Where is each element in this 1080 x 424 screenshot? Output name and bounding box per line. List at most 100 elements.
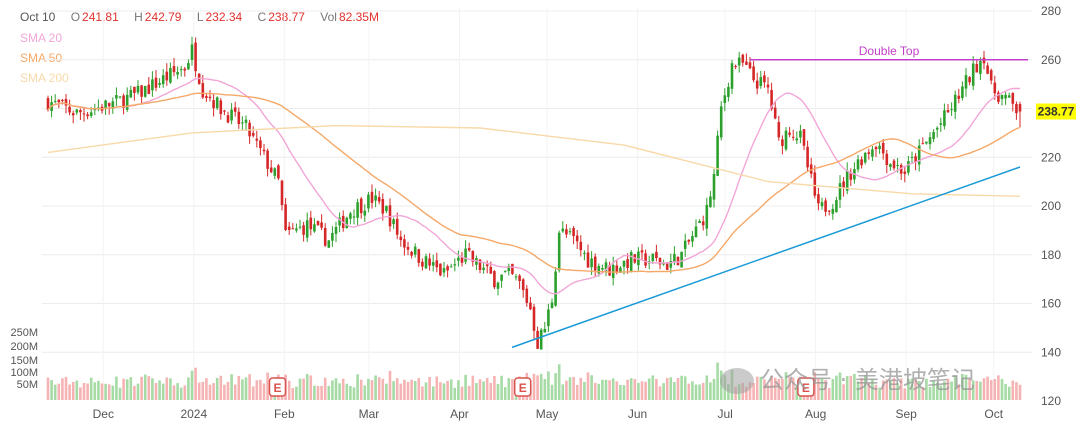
volume-bar — [1011, 380, 1015, 400]
last-price-badge — [1036, 103, 1076, 120]
volume-bar — [291, 388, 295, 400]
candle-body — [464, 248, 467, 262]
candle-body — [705, 204, 709, 229]
candle-body — [471, 250, 475, 262]
volume-bar — [997, 375, 1000, 400]
volume-bar — [943, 381, 946, 400]
candle-body — [525, 288, 529, 303]
volume-bar — [813, 372, 817, 400]
candle-body — [374, 195, 377, 201]
candle-body — [403, 239, 406, 248]
volume-bar — [766, 384, 770, 400]
candle-body — [964, 75, 968, 89]
volume-bar — [773, 377, 777, 400]
candle-body — [809, 164, 813, 174]
volume-bar — [712, 378, 716, 400]
volume-bar — [982, 378, 986, 400]
volume-bar — [403, 379, 406, 400]
candle-body — [410, 251, 413, 256]
volume-bar — [633, 379, 637, 400]
candle-body — [439, 263, 442, 276]
volume-bar — [93, 382, 97, 400]
candle-body — [586, 252, 590, 268]
candle-body — [842, 181, 845, 189]
volume-bar — [457, 380, 460, 400]
candle-body — [917, 145, 921, 165]
volume-bar — [143, 374, 147, 400]
volume-bar — [295, 386, 298, 400]
volume-bar — [471, 375, 475, 400]
volume-bar — [680, 375, 683, 400]
candle-body — [295, 228, 298, 231]
candle-body — [493, 271, 496, 288]
volume-bar — [262, 383, 266, 400]
volume-bar — [158, 380, 161, 400]
volume-bar — [334, 378, 338, 400]
x-tick-label: Mar — [359, 407, 380, 421]
candle-body — [831, 208, 835, 214]
candle-body — [997, 92, 1000, 102]
candle-body — [284, 204, 287, 230]
candle-body — [485, 264, 489, 267]
candle-body — [748, 62, 752, 69]
volume-bar — [827, 387, 831, 400]
volume-bar — [431, 386, 435, 400]
volume-bar — [593, 382, 597, 400]
volume-bar — [971, 380, 975, 400]
candle-body — [791, 136, 795, 138]
volume-bar — [1004, 383, 1007, 400]
candle-body — [727, 86, 730, 97]
volume-bar — [287, 380, 291, 400]
candle-body — [226, 115, 230, 123]
volume-bar — [57, 383, 61, 400]
candle-body — [543, 328, 547, 333]
candle-body — [273, 168, 277, 176]
candle-body — [521, 279, 525, 291]
candle-body — [946, 110, 950, 113]
earnings-marker — [513, 377, 532, 397]
candle-body — [856, 159, 860, 170]
candle-body — [370, 191, 374, 203]
volume-bar — [842, 384, 845, 400]
candle-body — [71, 113, 75, 116]
volume-bar — [763, 379, 766, 400]
volume-bar — [885, 379, 889, 400]
candle-body — [881, 142, 885, 154]
candle-body — [201, 83, 205, 98]
volume-bar — [212, 383, 215, 400]
volume-bar — [197, 382, 201, 400]
candle-body — [892, 160, 896, 169]
candle-body — [302, 225, 305, 235]
volume-bar — [615, 381, 619, 400]
volume-bar — [323, 377, 327, 400]
volume-bar — [565, 380, 568, 400]
candle-body — [770, 90, 773, 110]
candle-body — [604, 262, 608, 272]
volume-bar — [53, 384, 57, 400]
volume-bar — [201, 381, 205, 400]
volume-bar — [86, 383, 89, 400]
volume-bar — [860, 377, 863, 400]
candle-body — [431, 262, 435, 266]
candle-body — [961, 86, 964, 98]
candle-body — [259, 140, 262, 149]
volume-bar — [453, 387, 457, 400]
candle-body — [752, 66, 755, 81]
candle-body — [327, 240, 331, 248]
volume-bar — [629, 378, 633, 400]
candle-body — [194, 42, 197, 72]
candle-body — [903, 171, 907, 174]
volume-bar — [327, 385, 331, 400]
candle-body — [158, 82, 161, 85]
volume-bar — [363, 385, 367, 400]
y-tick-label: 200 — [1041, 199, 1061, 213]
candle-body — [183, 68, 187, 71]
volume-bar — [579, 377, 583, 400]
candle-body — [529, 302, 532, 310]
candle-body — [719, 106, 723, 138]
candle-body — [111, 101, 115, 109]
x-tick-label: Dec — [93, 407, 114, 421]
candle-body — [154, 77, 158, 88]
volume-bar — [485, 377, 489, 400]
candle-body — [125, 94, 129, 110]
